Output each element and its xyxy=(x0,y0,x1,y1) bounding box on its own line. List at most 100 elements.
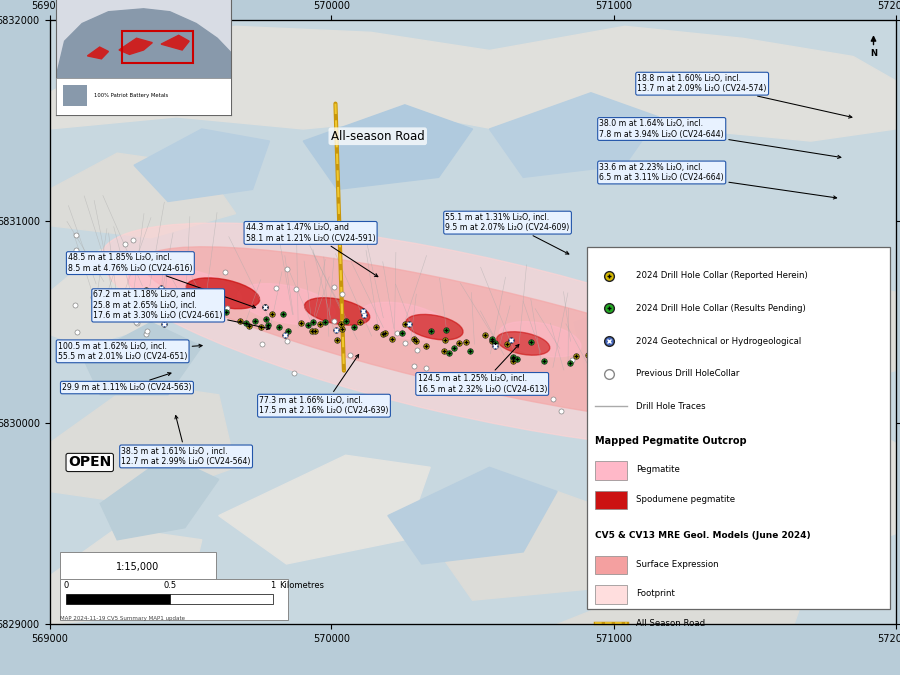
Point xyxy=(338,316,353,327)
Point xyxy=(786,432,800,443)
Point xyxy=(289,284,303,294)
Text: 124.5 m at 1.25% Li₂O, incl.
16.5 m at 2.32% Li₂O (CV24-613): 124.5 m at 1.25% Li₂O, incl. 16.5 m at 2… xyxy=(418,344,547,394)
Point xyxy=(846,395,860,406)
Point xyxy=(254,321,268,332)
Point xyxy=(407,333,421,344)
Point xyxy=(376,329,391,340)
Polygon shape xyxy=(50,153,236,238)
Point xyxy=(208,302,222,313)
Point xyxy=(384,333,399,344)
Point xyxy=(308,326,322,337)
Point xyxy=(755,377,770,387)
Point xyxy=(611,363,625,374)
Text: 0: 0 xyxy=(64,581,69,590)
Point xyxy=(257,302,272,313)
Point xyxy=(302,320,316,331)
Point xyxy=(676,421,690,431)
Point xyxy=(859,398,873,408)
Text: 29.9 m at 1.11% Li₂O (CV24-563): 29.9 m at 1.11% Li₂O (CV24-563) xyxy=(62,373,192,392)
Point xyxy=(454,379,468,389)
Text: Mapped Pegmatite Outcrop: Mapped Pegmatite Outcrop xyxy=(595,435,747,446)
Point xyxy=(583,345,598,356)
Ellipse shape xyxy=(605,335,679,367)
Point xyxy=(678,360,692,371)
Ellipse shape xyxy=(101,223,844,451)
Point xyxy=(827,400,842,411)
Point xyxy=(524,337,538,348)
Point xyxy=(693,370,707,381)
Text: 2024 Geotechnical or Hydrogeological: 2024 Geotechnical or Hydrogeological xyxy=(635,337,801,346)
Point xyxy=(304,325,319,336)
Point xyxy=(334,319,348,330)
Point xyxy=(807,371,822,382)
Ellipse shape xyxy=(142,247,803,427)
Point xyxy=(606,324,620,335)
Bar xyxy=(67,593,169,604)
Point xyxy=(590,332,605,343)
Polygon shape xyxy=(574,286,726,395)
Point xyxy=(762,421,777,432)
Text: CV5 & CV13 MRE Geol. Models (June 2024): CV5 & CV13 MRE Geol. Models (June 2024) xyxy=(595,531,811,539)
Polygon shape xyxy=(430,491,625,600)
Text: Kilometres: Kilometres xyxy=(280,581,325,590)
Point xyxy=(86,292,100,303)
Point xyxy=(152,287,166,298)
Bar xyxy=(122,31,193,63)
Text: N: N xyxy=(870,49,877,58)
Bar xyxy=(56,78,231,115)
Point xyxy=(717,400,732,411)
Point xyxy=(130,318,144,329)
Point xyxy=(278,329,293,340)
Point xyxy=(191,300,205,310)
Point xyxy=(765,376,779,387)
Text: 55.1 m at 1.31% Li₂O, incl.
9.5 m at 2.07% Li₂O (CV24-609): 55.1 m at 1.31% Li₂O, incl. 9.5 m at 2.0… xyxy=(446,213,570,254)
Bar xyxy=(595,585,627,603)
Point xyxy=(670,372,684,383)
Point xyxy=(368,322,382,333)
Text: 2024 Drill Hole Collar (Reported Herein): 2024 Drill Hole Collar (Reported Herein) xyxy=(635,271,807,280)
Text: Spodumene pegmatite: Spodumene pegmatite xyxy=(635,495,735,504)
Point xyxy=(419,341,434,352)
Text: 38.5 m at 1.61% Li₂O , incl.
12.7 m at 2.99% Li₂O (CV24-564): 38.5 m at 1.61% Li₂O , incl. 12.7 m at 2… xyxy=(122,416,251,466)
Point xyxy=(402,318,417,329)
Polygon shape xyxy=(557,564,811,624)
Point xyxy=(378,328,392,339)
Point xyxy=(845,400,859,410)
Point xyxy=(711,321,725,331)
Point xyxy=(275,308,290,319)
Point xyxy=(287,367,302,378)
Polygon shape xyxy=(625,383,777,479)
Polygon shape xyxy=(87,47,108,59)
Point xyxy=(280,335,294,346)
Point xyxy=(136,290,150,300)
Point xyxy=(811,352,825,363)
Point xyxy=(569,351,583,362)
Point xyxy=(842,389,857,400)
Point xyxy=(453,337,467,348)
Point xyxy=(648,364,662,375)
Point xyxy=(330,335,345,346)
Point xyxy=(806,389,820,400)
Point xyxy=(458,337,473,348)
Point xyxy=(545,394,560,404)
Point xyxy=(772,371,787,381)
Text: Footprint: Footprint xyxy=(635,589,675,598)
Ellipse shape xyxy=(710,353,776,383)
Ellipse shape xyxy=(500,321,581,357)
Ellipse shape xyxy=(238,284,336,325)
Text: All-season Road: All-season Road xyxy=(331,130,425,142)
Point xyxy=(409,335,423,346)
Polygon shape xyxy=(50,528,202,624)
Point xyxy=(94,348,108,358)
Point xyxy=(454,370,469,381)
Point xyxy=(704,377,718,387)
Polygon shape xyxy=(134,129,269,202)
Text: 1:15,000: 1:15,000 xyxy=(116,562,159,572)
Point xyxy=(693,358,707,369)
Point xyxy=(356,306,370,317)
Point xyxy=(658,381,672,392)
Point xyxy=(126,234,140,245)
Point xyxy=(255,339,269,350)
Point xyxy=(638,373,652,383)
Point xyxy=(506,352,520,363)
